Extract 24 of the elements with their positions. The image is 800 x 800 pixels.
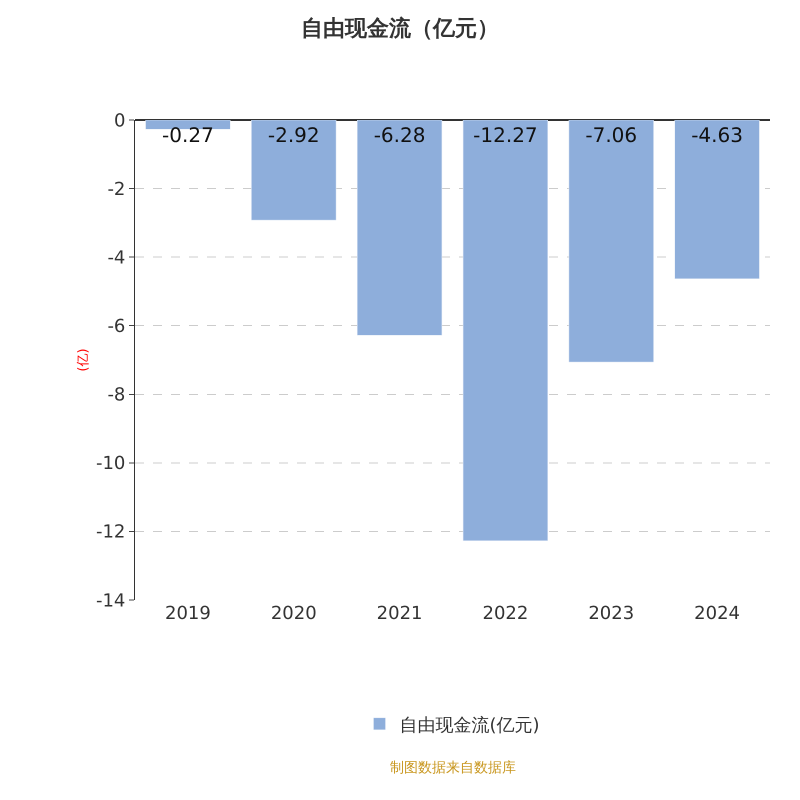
y-tick-label: -8: [107, 384, 126, 406]
x-tick-label: 2023: [588, 603, 634, 624]
x-tick-label: 2021: [376, 603, 422, 624]
y-tick-label: -2: [107, 178, 126, 200]
x-tick-label: 2024: [694, 603, 740, 624]
data-label: -0.27: [162, 123, 214, 147]
y-tick-label: 0: [114, 110, 126, 132]
y-tick-label: -6: [107, 316, 126, 338]
text: 制图数据来自数据库: [390, 760, 516, 776]
data-label: -6.28: [374, 123, 426, 147]
x-tick-label: 2022: [482, 603, 528, 624]
data-label: -7.06: [585, 123, 638, 147]
y-axis-title: (亿): [76, 348, 91, 372]
data-label: -12.27: [473, 123, 538, 147]
y-tick-label: -14: [96, 590, 126, 612]
data-label: -2.92: [268, 123, 320, 147]
x-tick-label: 2020: [270, 603, 317, 624]
y-tick-label: -12: [96, 522, 126, 543]
data-label: -4.63: [691, 123, 743, 147]
chart-title: 自由现金流（亿元）: [301, 15, 499, 42]
y-tick-label: -4: [107, 247, 126, 268]
x-tick-label: 2019: [165, 603, 211, 624]
legend-label: 自由现金流(亿元): [400, 714, 540, 736]
y-tick-label: -10: [96, 453, 126, 474]
